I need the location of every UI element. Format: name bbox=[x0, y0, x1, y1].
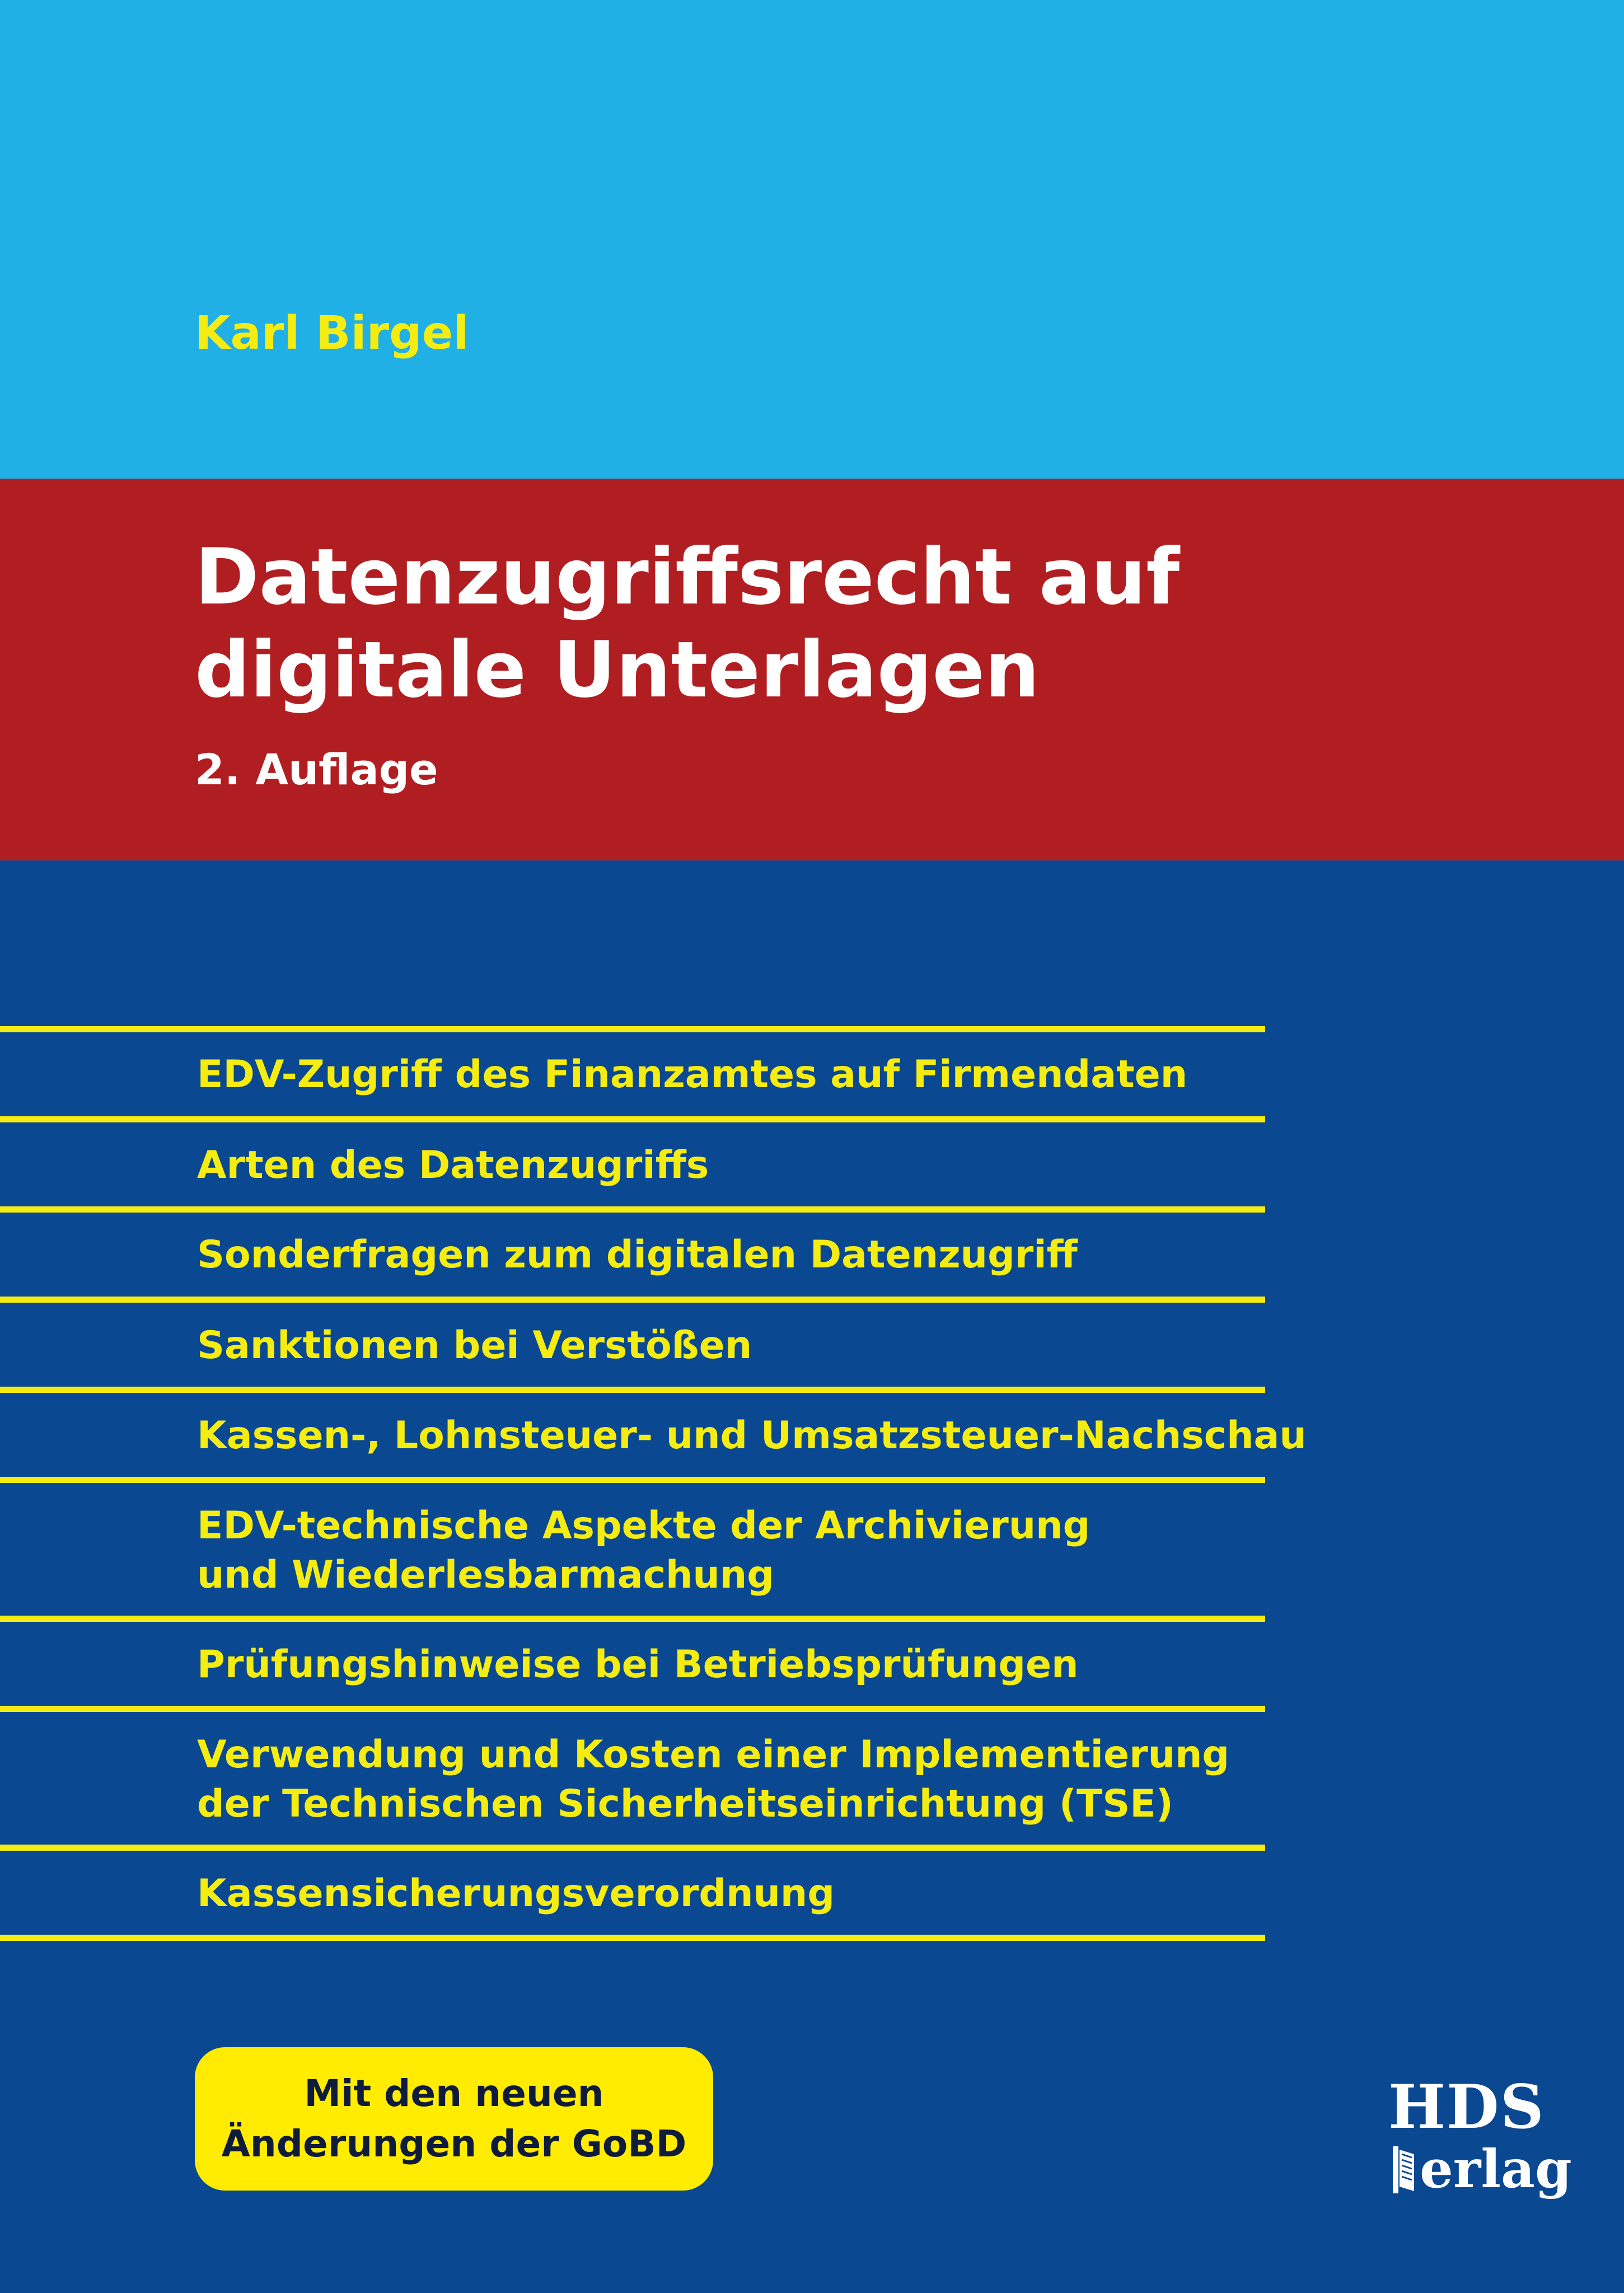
badge-line-2: Änderungen der GoBD bbox=[221, 2122, 687, 2165]
topic-line: Verwendung und Kosten einer Implementier… bbox=[197, 1733, 1230, 1777]
topic-line: Sanktionen bei Verstößen bbox=[197, 1323, 752, 1368]
book-icon bbox=[1393, 2146, 1414, 2193]
topic-line: Prüfungshinweise bei Betriebsprüfungen bbox=[197, 1642, 1079, 1687]
author-name: Karl Birgel bbox=[195, 307, 469, 360]
topic-item-1: EDV-Zugriff des Finanzamtes auf Firmenda… bbox=[197, 1050, 1187, 1099]
divider-rule bbox=[0, 1116, 1265, 1122]
edition-label: 2. Auflage bbox=[195, 745, 438, 794]
topic-line: Kassen-, Lohnsteuer- und Umsatzsteuer-Na… bbox=[197, 1414, 1307, 1458]
top-band bbox=[0, 0, 1624, 479]
topic-item-3: Sonderfragen zum digitalen Datenzugriff bbox=[197, 1230, 1078, 1280]
divider-rule bbox=[0, 1026, 1265, 1032]
book-title-line-2: digitale Unterlagen bbox=[195, 624, 1040, 715]
divider-rule bbox=[0, 1706, 1265, 1712]
topic-line: Sonderfragen zum digitalen Datenzugriff bbox=[197, 1233, 1078, 1277]
topic-item-4: Sanktionen bei Verstößen bbox=[197, 1321, 752, 1370]
topic-item-6: EDV-technische Aspekte der Archivierung … bbox=[197, 1501, 1090, 1600]
topic-line: der Technischen Sicherheitseinrichtung (… bbox=[197, 1782, 1173, 1826]
divider-rule bbox=[0, 1616, 1265, 1622]
topic-item-5: Kassen-, Lohnsteuer- und Umsatzsteuer-Na… bbox=[197, 1411, 1307, 1461]
gobd-badge: Mit den neuen Änderungen der GoBD bbox=[195, 2047, 713, 2191]
topic-item-9: Kassensicherungsverordnung bbox=[197, 1869, 835, 1918]
title-band bbox=[0, 479, 1624, 860]
topic-line: Arten des Datenzugriffs bbox=[197, 1143, 709, 1187]
publisher-logo: HDS erlag bbox=[1388, 2072, 1572, 2211]
divider-rule bbox=[0, 1845, 1265, 1851]
divider-rule bbox=[0, 1387, 1265, 1393]
divider-rule bbox=[0, 1297, 1265, 1303]
divider-rule bbox=[0, 1206, 1265, 1213]
topic-item-8: Verwendung und Kosten einer Implementier… bbox=[197, 1730, 1229, 1829]
book-title-line-1: Datenzugriffsrecht auf bbox=[195, 532, 1180, 622]
badge-line-1: Mit den neuen bbox=[304, 2072, 604, 2115]
divider-rule bbox=[0, 1477, 1265, 1483]
topic-line: und Wiederlesbarmachung bbox=[197, 1553, 774, 1597]
publisher-logo-bottom: erlag bbox=[1420, 2138, 1572, 2200]
book-title: Datenzugriffsrecht auf digitale Unterlag… bbox=[195, 531, 1180, 716]
publisher-logo-top: HDS bbox=[1388, 2072, 1545, 2142]
divider-rule bbox=[0, 1935, 1265, 1941]
topic-item-2: Arten des Datenzugriffs bbox=[197, 1141, 709, 1190]
topic-line: Kassensicherungsverordnung bbox=[197, 1871, 835, 1916]
topic-item-7: Prüfungshinweise bei Betriebsprüfungen bbox=[197, 1640, 1079, 1690]
topic-line: EDV-Zugriff des Finanzamtes auf Firmenda… bbox=[197, 1052, 1188, 1097]
topic-line: EDV-technische Aspekte der Archivierung bbox=[197, 1504, 1091, 1548]
